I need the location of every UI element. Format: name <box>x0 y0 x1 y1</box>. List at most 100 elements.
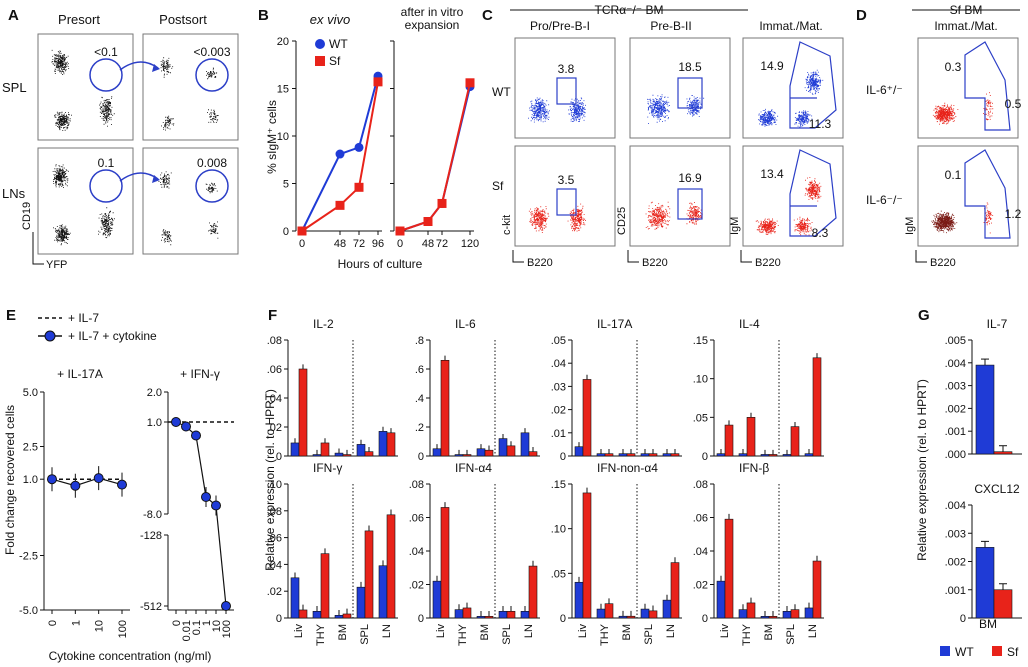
bar-sf <box>386 514 396 619</box>
bar-wt <box>312 610 322 619</box>
bar-sf <box>342 454 352 457</box>
bar-sf <box>364 530 374 619</box>
data-point-cytokine <box>201 492 211 502</box>
gate-value: <0.1 <box>94 45 118 59</box>
x-tick-label: BM <box>337 624 349 641</box>
bar-wt <box>640 608 650 619</box>
panel-b-title-exvivo: ex vivo <box>310 12 350 27</box>
panel-letter-f: F <box>268 307 277 324</box>
bar-sf <box>506 610 516 619</box>
flow-plot-d1 <box>917 37 1019 139</box>
panel-d-header: Sf BM <box>950 3 983 17</box>
x-tick-label: 72 <box>436 238 448 250</box>
y-tick-label: .15 <box>693 335 708 347</box>
y-tick-label: .10 <box>267 479 282 491</box>
data-point-sf <box>423 217 433 226</box>
flow-dot-cloud <box>98 207 115 239</box>
bar-wt <box>476 616 486 619</box>
x-tick-label: 100 <box>221 620 233 638</box>
flow-dot-cloud <box>755 218 779 235</box>
bar-sf <box>768 616 778 619</box>
bar-wt <box>432 580 442 619</box>
y-tick-label: .02 <box>551 405 566 417</box>
panel-c-row-wt: WT <box>492 85 511 99</box>
panel-c-col-3: Immat./Mat. <box>759 19 822 33</box>
x-tick-label: 10 <box>211 620 223 632</box>
x-tick-label: 72 <box>353 238 365 250</box>
panel-letter-e: E <box>6 307 16 324</box>
flow-dot-cloud <box>932 102 959 125</box>
series-line-wt <box>399 86 471 232</box>
flow-dot-cloud <box>931 210 958 234</box>
x-tick-label: 1 <box>70 620 82 626</box>
y-tick-label: .08 <box>267 335 282 347</box>
bar-sf <box>812 357 822 457</box>
y-tick-label: .002 <box>945 403 966 415</box>
flow-dot-cloud <box>158 171 172 189</box>
bar-wt <box>782 610 792 619</box>
y-tick-label: .04 <box>267 393 282 405</box>
flow-plot-c6 <box>742 145 844 247</box>
panel-e-ylabel: Fold change recovered cells <box>3 405 17 555</box>
chart-title: IL-4 <box>739 317 760 331</box>
axis-label-b220: B220 <box>527 257 553 269</box>
gate-value: 14.9 <box>760 59 784 73</box>
x-tick-label: 48 <box>334 238 346 250</box>
x-tick-label: BM <box>763 624 775 641</box>
gate-value: 8.3 <box>812 226 829 240</box>
flow-plot-a1 <box>37 33 134 141</box>
y-tick-label: 0 <box>276 613 282 625</box>
bar-sf <box>626 453 636 457</box>
y-tick-label: .005 <box>945 335 966 347</box>
gate-a3 <box>89 169 123 203</box>
bar-wt <box>975 364 995 455</box>
data-point-cytokine <box>70 480 81 491</box>
y-tick-label: 5.0 <box>23 387 38 399</box>
bar-sf <box>746 602 756 619</box>
y-tick-label: .08 <box>693 479 708 491</box>
x-tick-label: 48 <box>422 238 434 250</box>
y-tick-label: .2 <box>415 422 424 434</box>
bar-sf <box>724 518 734 619</box>
axis-label-b220: B220 <box>755 257 781 269</box>
bar-wt <box>312 454 322 457</box>
bar-sf <box>462 454 472 457</box>
bar-sf <box>484 449 494 457</box>
data-point-cytokine <box>117 479 127 490</box>
x-tick-label: 96 <box>372 238 384 250</box>
bar-wt <box>498 610 508 619</box>
arrow-a1 <box>119 61 159 71</box>
bar-wt <box>334 452 344 457</box>
data-point-sf <box>465 78 475 88</box>
data-point-sf <box>335 200 345 210</box>
axis-corner <box>915 250 927 263</box>
y-tick-label: 10 <box>277 131 289 143</box>
y-tick-label: .001 <box>945 585 966 597</box>
x-tick-label: SPL <box>359 624 371 645</box>
y-tick-label: .02 <box>693 580 708 592</box>
data-point-sf <box>354 182 364 192</box>
flow-dot-cloud <box>983 92 994 121</box>
flow-plot-d2 <box>917 145 1019 247</box>
gate-value: 0.1 <box>945 168 962 182</box>
flow-dots-d <box>931 92 994 234</box>
bar-wt <box>662 599 672 619</box>
x-tick-label: 120 <box>461 238 479 250</box>
bar-wt <box>574 446 584 457</box>
bar-sf <box>768 454 778 457</box>
y-tick-label: .01 <box>551 428 566 440</box>
panel-a-col-postsort: Postsort <box>159 12 207 27</box>
x-tick-label: Liv <box>293 624 305 639</box>
data-point-cytokine <box>221 601 231 611</box>
flow-plot-c4 <box>514 145 616 247</box>
axis-corner-a <box>32 232 44 265</box>
bar-sf <box>993 589 1013 619</box>
bar-sf <box>993 451 1013 455</box>
flow-dot-cloud <box>161 115 175 131</box>
y-tick-label: .04 <box>267 559 282 571</box>
bar-wt <box>574 581 584 619</box>
y-tick-label: .05 <box>551 568 566 580</box>
y-tick-label: .06 <box>267 533 282 545</box>
y-tick-label: 0 <box>560 613 566 625</box>
